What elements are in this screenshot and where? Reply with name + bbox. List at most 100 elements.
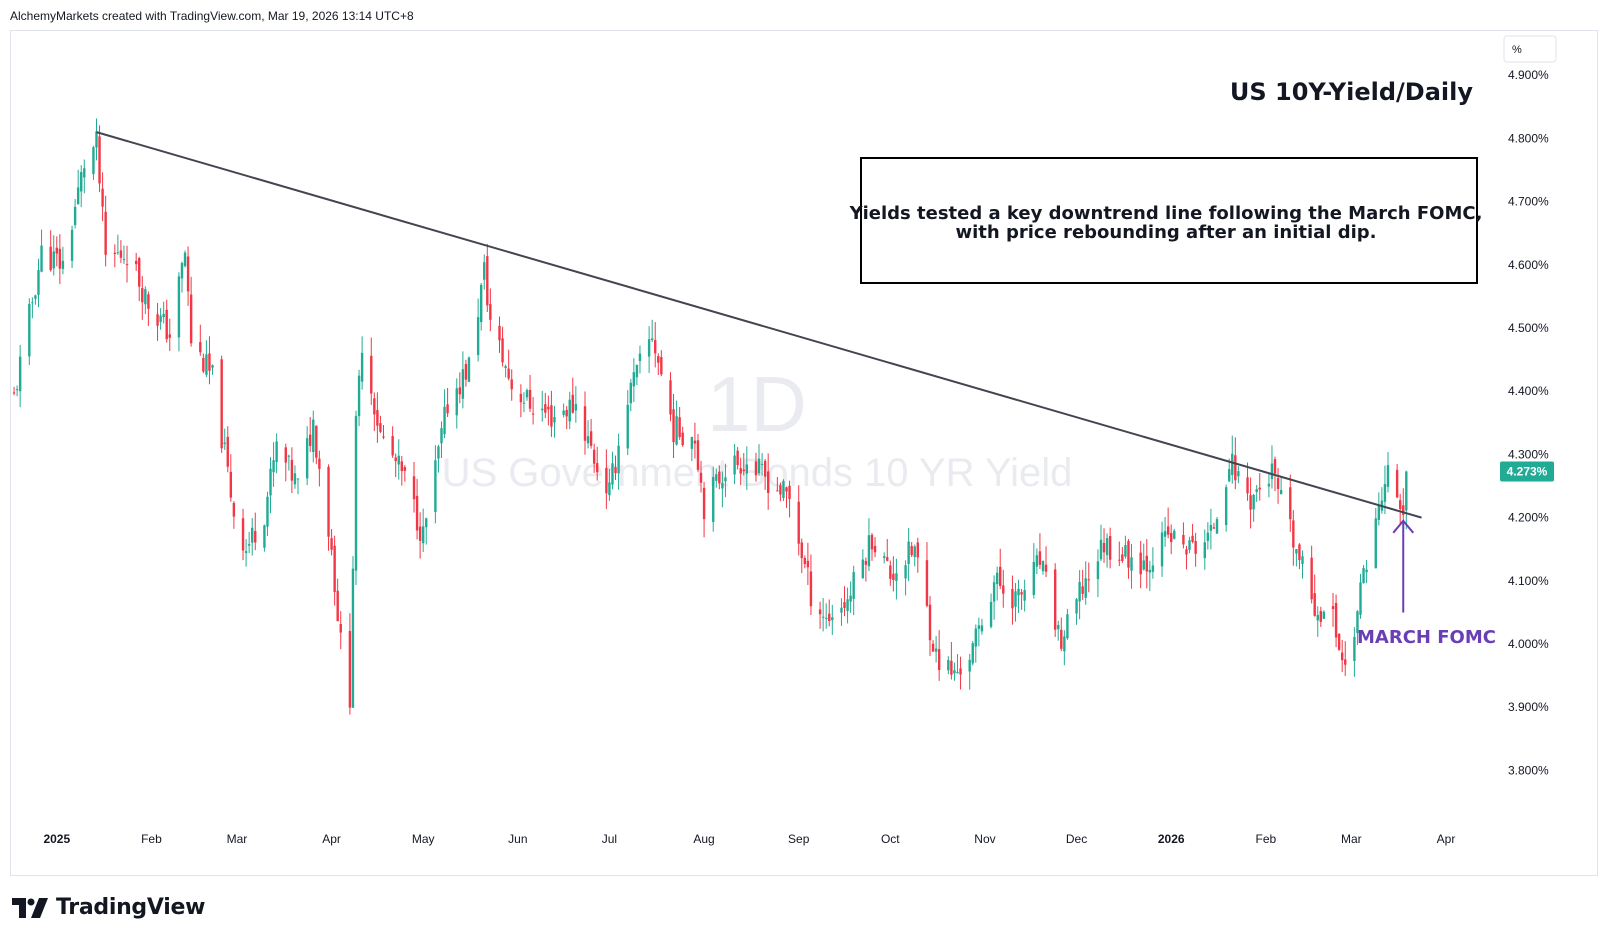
candle — [571, 377, 574, 414]
candle — [522, 392, 526, 413]
candle — [95, 118, 98, 161]
candle-body — [779, 485, 782, 495]
candle — [1191, 523, 1194, 544]
candle-body — [1170, 532, 1173, 543]
candle-body — [40, 245, 43, 272]
fomc-annotation[interactable] — [1392, 519, 1415, 613]
candle — [1096, 549, 1100, 598]
chart-attribution: AlchemyMarkets created with TradingView.… — [10, 9, 414, 23]
candle — [675, 400, 678, 446]
candle — [400, 456, 404, 486]
candle — [1359, 573, 1362, 619]
candle — [803, 555, 807, 569]
candle-body — [1362, 568, 1365, 584]
candle-body — [892, 573, 895, 580]
candle-body — [1356, 611, 1359, 634]
candle-body — [202, 358, 205, 372]
candle — [968, 653, 971, 690]
candle-body — [736, 450, 739, 466]
candle-body — [739, 468, 742, 474]
candle-body — [1298, 544, 1301, 560]
candle-body — [971, 643, 974, 664]
candle — [80, 165, 83, 208]
candle-body — [1374, 518, 1377, 569]
candle-body — [583, 406, 587, 441]
candle — [828, 599, 831, 627]
candle-body — [544, 404, 547, 413]
tradingview-logo-text: TradingView — [56, 895, 206, 920]
candle — [660, 350, 663, 377]
candle — [18, 344, 22, 408]
candle — [867, 518, 871, 572]
candle — [489, 288, 492, 332]
percent-scale-button[interactable]: % — [1503, 35, 1557, 63]
candle-body — [467, 357, 471, 382]
candle-body — [373, 398, 376, 415]
candle-body — [116, 252, 120, 254]
candle — [440, 421, 443, 459]
candle-body — [498, 325, 501, 341]
candle — [357, 369, 361, 427]
trendline-group[interactable] — [96, 131, 1422, 519]
candle — [1023, 579, 1026, 612]
candle-body — [1124, 545, 1127, 557]
candle — [583, 391, 587, 455]
candle-body — [305, 438, 309, 479]
candle-body — [156, 314, 159, 326]
candle-body — [1322, 611, 1326, 619]
candle-body — [162, 313, 165, 318]
candle — [1105, 533, 1109, 568]
candle-body — [28, 303, 31, 357]
time-axis[interactable]: 2025 Feb Mar Apr May Jun Jul Aug Sep Oct Nov Dec 202… — [43, 832, 1455, 846]
candle-body — [947, 659, 950, 671]
candle — [1121, 547, 1124, 563]
candle — [913, 544, 916, 567]
candle — [1316, 606, 1319, 637]
candle-body — [883, 556, 886, 558]
tradingview-logo[interactable]: TradingView — [12, 895, 205, 920]
candle — [1182, 522, 1185, 549]
candle-body — [867, 535, 871, 567]
candle — [1032, 543, 1036, 599]
candle — [544, 392, 547, 419]
candle-body — [434, 460, 437, 513]
candle — [1258, 473, 1261, 501]
candle-body — [1142, 560, 1145, 570]
chart-svg[interactable]: 1D US Government Bonds 10 YR Yield Yield… — [11, 31, 1599, 877]
candle — [1063, 630, 1066, 666]
time-axis-tick-label: Dec — [1066, 832, 1087, 846]
note-box[interactable]: Yields tested a key downtrend line follo… — [849, 157, 1483, 284]
candle-body — [357, 375, 361, 417]
candle — [1386, 452, 1390, 493]
candle-body — [1078, 581, 1081, 602]
candle — [382, 425, 385, 440]
candle-body — [1405, 471, 1408, 511]
candle — [1276, 467, 1280, 504]
price-axis[interactable]: 4.900% 4.800% 4.700% 4.600% 4.500% 4.400% 4.30… — [1508, 68, 1549, 777]
price-axis-tick-label: 4.900% — [1508, 68, 1549, 82]
candle-body — [953, 670, 956, 674]
candle — [745, 446, 749, 490]
candle-body — [507, 368, 510, 379]
candle-body — [70, 229, 74, 261]
candle-body — [519, 393, 523, 403]
candle-body — [568, 399, 571, 422]
candle — [980, 618, 984, 635]
candle-body — [315, 425, 318, 458]
candle — [269, 457, 272, 514]
candle — [251, 518, 254, 556]
candle-body — [907, 541, 910, 565]
candle — [904, 560, 907, 596]
candle — [1270, 445, 1274, 489]
candle-body — [336, 590, 339, 622]
price-axis-tick-label: 4.300% — [1508, 447, 1549, 461]
candle-body — [327, 466, 330, 537]
candle — [226, 426, 229, 473]
candle — [159, 308, 162, 330]
candle — [931, 640, 935, 652]
chart-panel[interactable]: 1D US Government Bonds 10 YR Yield Yield… — [10, 30, 1598, 876]
candle-body — [183, 252, 187, 267]
candle — [318, 450, 321, 487]
candle — [999, 548, 1002, 590]
candle — [1279, 477, 1283, 495]
